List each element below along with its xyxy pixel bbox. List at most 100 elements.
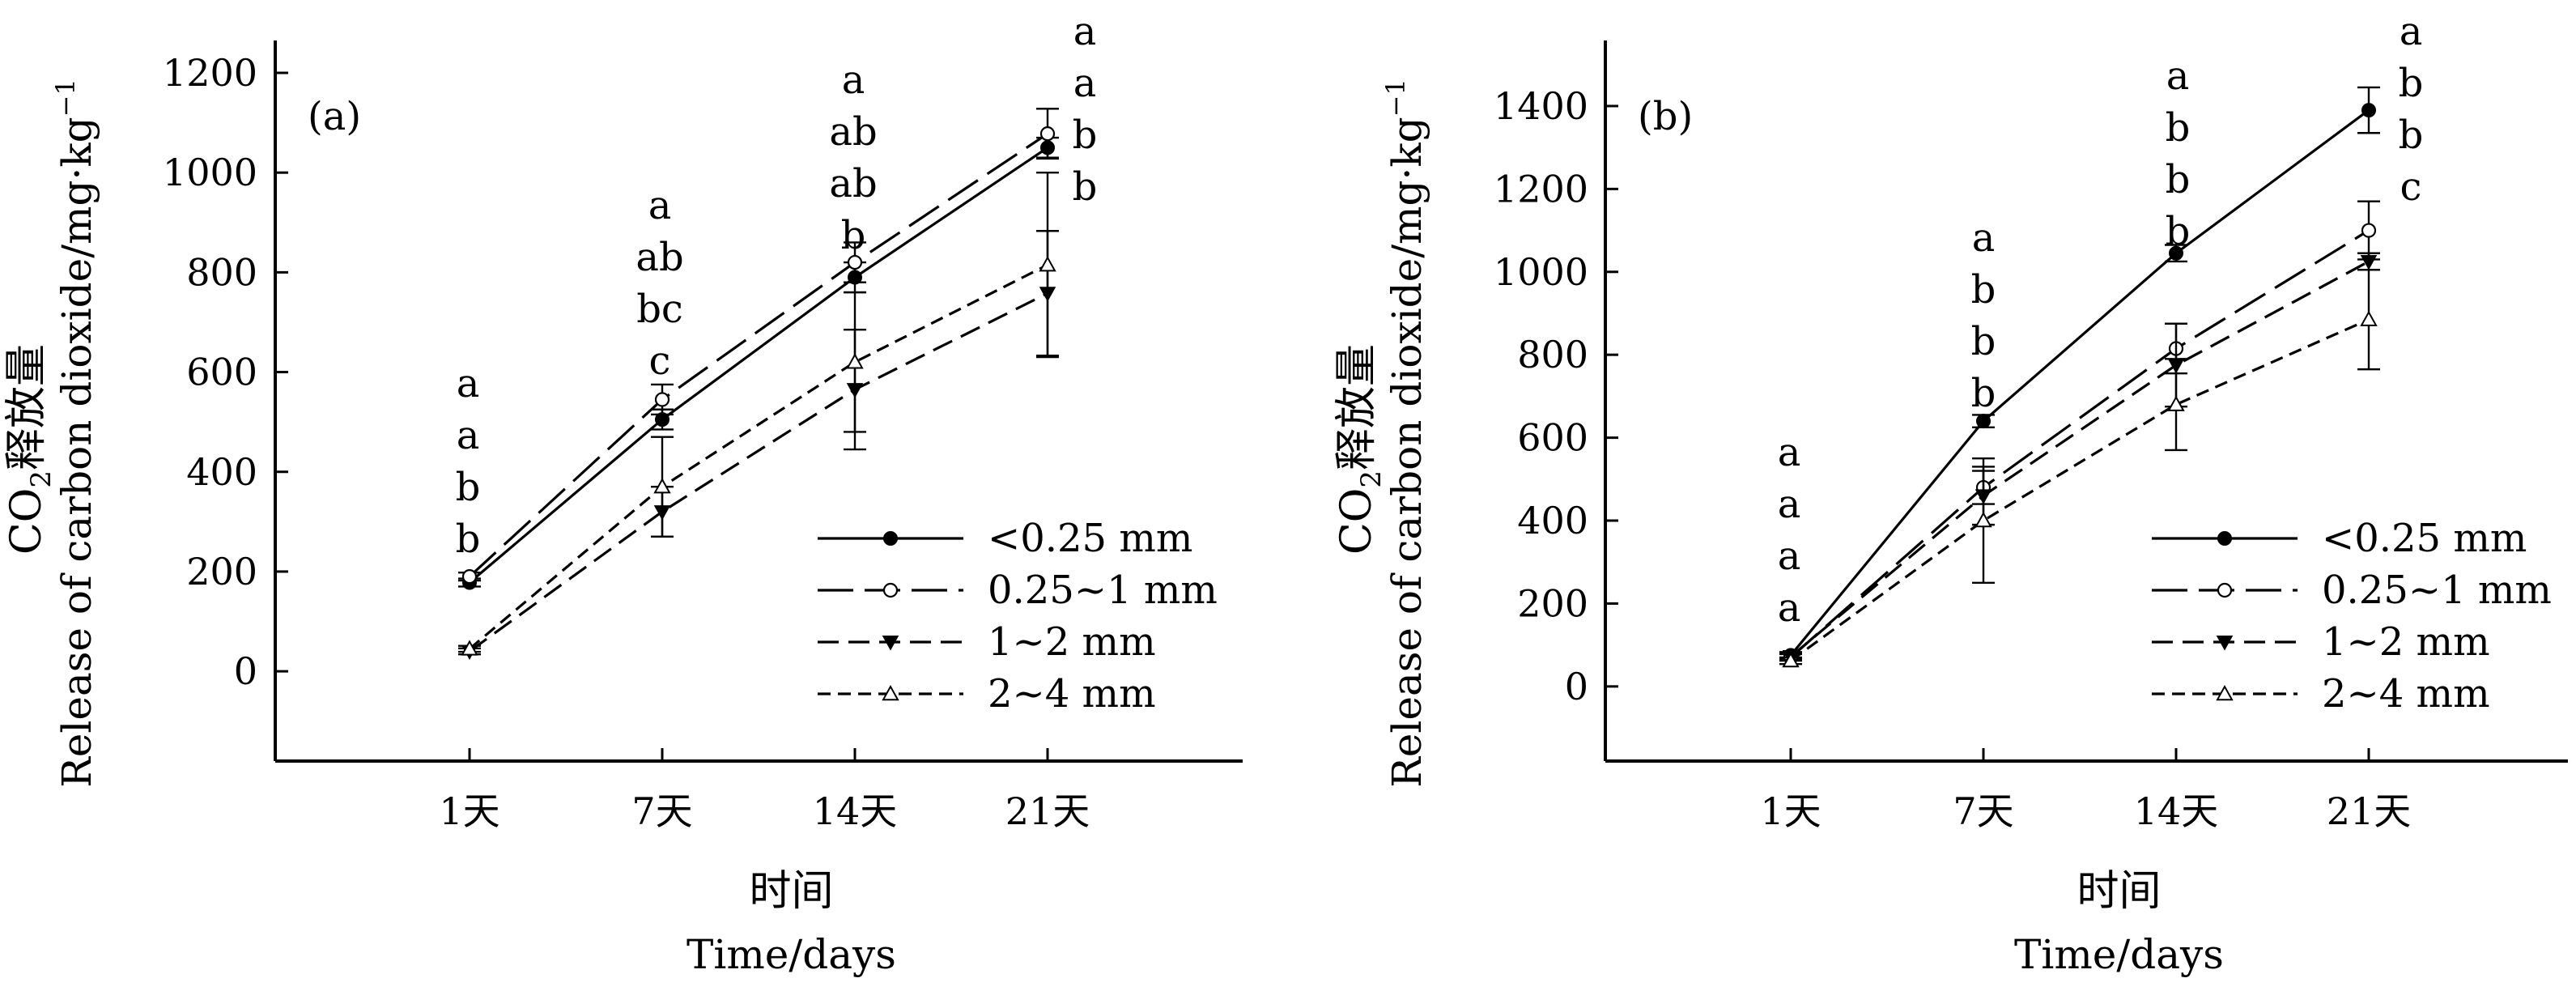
- significance-letter: a: [1972, 215, 1996, 261]
- y-axis-title-cn-suffix: 释放量: [1333, 344, 1381, 470]
- x-axis-title-cn: 时间: [2077, 867, 2161, 916]
- y-tick-label: 400: [186, 450, 257, 494]
- data-point: [1039, 256, 1056, 272]
- series-line: [468, 132, 1048, 578]
- significance-letter: a: [457, 413, 480, 458]
- panel-a: 0 200 400 600 800 1000 1200 1天 7天 14天 21天 (a) 时间 Time…: [2, 9, 1243, 978]
- y-axis-title-en: Release of carbon dioxide/mg·kg−1: [1380, 79, 1430, 788]
- panel-label: (a): [308, 94, 361, 139]
- y-tick-label: 0: [1565, 665, 1588, 708]
- significance-letter: b: [2399, 61, 2424, 106]
- x-tick-label: 21天: [1005, 789, 1090, 833]
- y-axis-title-cn-prefix: CO: [1333, 488, 1381, 555]
- significance-letter: b: [1971, 371, 1996, 416]
- significance-letter: a: [457, 361, 480, 406]
- x-tick-label: 7天: [631, 789, 692, 833]
- legend-marker: [2216, 684, 2234, 701]
- legend-label: <0.25 mm: [988, 516, 1192, 561]
- data-point: [846, 353, 864, 369]
- significance-letter: a: [2166, 53, 2190, 99]
- data-point: [2361, 223, 2377, 238]
- significance-letter: a: [1778, 482, 1801, 527]
- x-tick-label: 1天: [439, 789, 499, 833]
- y-axis-title-en-sup: −1: [50, 79, 81, 117]
- series-line: [1789, 260, 2370, 658]
- data-point: [653, 478, 671, 494]
- significance-letter: bc: [636, 287, 683, 332]
- significance-letter: a: [1778, 430, 1801, 475]
- significance-letter: b: [2166, 157, 2191, 202]
- series-line: [1789, 229, 2370, 659]
- y-tick-label: 400: [1517, 499, 1588, 542]
- data-point: [1039, 126, 1056, 142]
- y-tick-label: 600: [1517, 416, 1588, 460]
- series-group: [458, 108, 1059, 585]
- y-tick-label: 1000: [1494, 250, 1588, 294]
- data-point: [2169, 245, 2183, 261]
- series-line: [1790, 318, 2370, 662]
- significance-letter: b: [2166, 105, 2191, 151]
- data-point: [2360, 310, 2378, 326]
- legend-marker: [882, 636, 899, 651]
- y-axis-title-cn-sub: 2: [25, 470, 57, 488]
- data-point: [2167, 395, 2185, 411]
- significance-letter: b: [1971, 267, 1996, 313]
- significance-letter: b: [841, 213, 866, 258]
- x-axis-title-cn: 时间: [749, 867, 833, 916]
- significance-letter: b: [1971, 319, 1996, 364]
- panel-b: 0 200 400 600 800 1000 1200 1400 1天 7天 14天 21天 (b) 时间…: [1333, 9, 2568, 978]
- data-point: [2361, 103, 2376, 118]
- series-line: [469, 291, 1048, 653]
- legend-label: 2~4 mm: [988, 671, 1156, 717]
- series-group: [458, 230, 1059, 661]
- significance-letter: a: [1778, 585, 1801, 631]
- series-group: [458, 136, 1059, 590]
- significance-letter: c: [2400, 164, 2422, 210]
- legend-label: 1~2 mm: [988, 619, 1156, 665]
- significance-letter: ab: [829, 161, 877, 206]
- significance-letter: c: [649, 338, 671, 384]
- y-tick-label: 1400: [1494, 84, 1588, 128]
- legend-marker: [883, 531, 898, 546]
- legend-label: 2~4 mm: [2322, 671, 2490, 717]
- significance-letter: b: [1073, 113, 1098, 158]
- y-tick-label: 200: [186, 550, 257, 593]
- legend-label: 0.25~1 mm: [988, 568, 1218, 613]
- significance-letter: b: [2166, 209, 2191, 254]
- panel-label: (b): [1638, 94, 1693, 139]
- significance-letter: a: [2400, 9, 2423, 54]
- series-group: [1779, 269, 2380, 668]
- x-tick-label: 21天: [2327, 789, 2412, 833]
- significance-letter: ab: [635, 235, 683, 280]
- significance-letter: a: [842, 57, 865, 103]
- series-group: [1779, 86, 2380, 663]
- significance-letter: a: [1778, 534, 1801, 579]
- data-point: [1975, 511, 1992, 528]
- data-point: [654, 392, 670, 407]
- data-point: [1782, 652, 1800, 668]
- series-line: [468, 263, 1048, 650]
- significance-letter: b: [1073, 164, 1098, 210]
- y-tick-label: 800: [186, 250, 257, 294]
- series-group: [458, 171, 1059, 656]
- significance-letter: a: [648, 183, 672, 228]
- y-tick-label: 600: [186, 351, 257, 394]
- data-point: [2360, 255, 2378, 270]
- x-axis-title-en: Time/days: [687, 931, 896, 978]
- legend-marker: [882, 582, 899, 598]
- significance-letter: b: [456, 517, 481, 562]
- y-tick-label: 0: [234, 649, 257, 693]
- y-axis-title-cn: CO2释放量: [1333, 344, 1388, 555]
- legend-marker: [2216, 636, 2234, 651]
- data-point: [461, 569, 478, 585]
- significance-letter: b: [2399, 113, 2424, 158]
- y-axis-title-cn-suffix: 释放量: [2, 344, 51, 470]
- series-line: [468, 147, 1048, 584]
- x-tick-label: 14天: [2134, 789, 2219, 833]
- y-tick-label: 800: [1517, 333, 1588, 376]
- x-tick-label: 7天: [1953, 789, 2013, 833]
- y-axis-title-cn: CO2释放量: [2, 344, 57, 555]
- data-point: [847, 254, 863, 270]
